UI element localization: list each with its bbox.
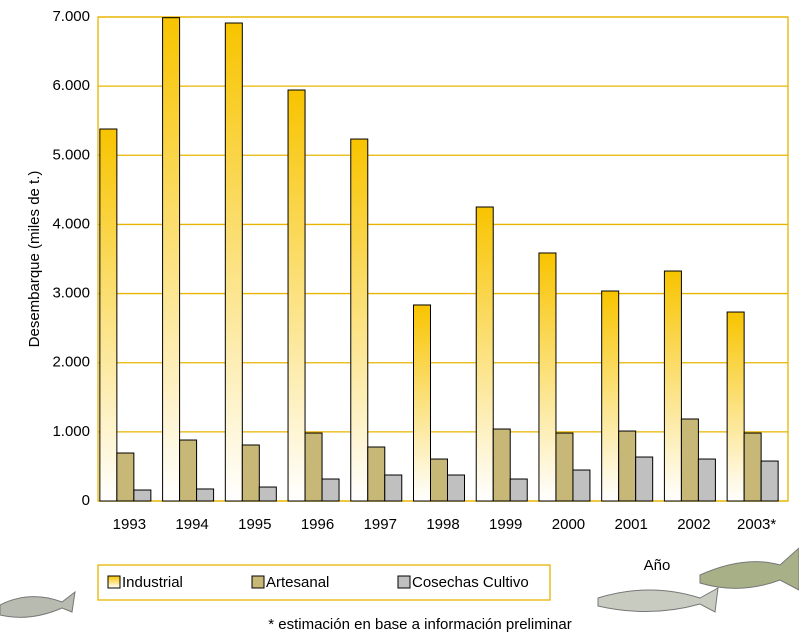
x-axis-label: Año	[644, 557, 671, 574]
x-tick-label: 1997	[364, 516, 397, 533]
bar	[258, 486, 277, 502]
bar	[663, 270, 682, 502]
bar	[680, 418, 699, 502]
legend-swatch	[251, 575, 265, 589]
y-tick-label: 4.000	[52, 215, 90, 232]
legend-swatch	[397, 575, 411, 589]
fish-decoration	[0, 547, 799, 618]
bar	[196, 488, 215, 502]
x-tick-label: 1998	[426, 516, 459, 533]
bar	[224, 22, 243, 502]
x-tick-label: 2001	[614, 516, 647, 533]
bar	[635, 456, 654, 502]
bar	[287, 89, 306, 502]
legend-label: Industrial	[122, 574, 183, 591]
y-tick-label: 3.000	[52, 285, 90, 302]
bar	[413, 304, 431, 502]
legend-box	[97, 564, 551, 601]
x-tick-label: 1994	[175, 516, 208, 533]
bar	[492, 428, 511, 502]
bar	[475, 206, 494, 502]
x-tick-label: 1999	[489, 516, 522, 533]
x-tick-label: 2002	[677, 516, 710, 533]
y-tick-label: 2.000	[52, 354, 90, 371]
y-axis-label: Desembarque (miles de t.)	[26, 171, 43, 348]
bar	[509, 478, 528, 502]
bar	[162, 17, 181, 502]
legend-swatch	[107, 575, 121, 589]
legend-label: Artesanal	[266, 574, 329, 591]
bar	[367, 446, 386, 502]
y-tick-label: 1.000	[52, 423, 90, 440]
x-tick-label: 1993	[113, 516, 146, 533]
y-tick-label: 5.000	[52, 146, 90, 163]
bar	[116, 452, 135, 502]
bar	[99, 128, 118, 502]
bar	[133, 489, 152, 502]
bar	[555, 432, 574, 502]
x-tick-label: 1996	[301, 516, 334, 533]
bar	[726, 311, 745, 502]
legend-label: Cosechas Cultivo	[412, 574, 529, 591]
bar	[601, 290, 620, 502]
bar	[321, 478, 340, 502]
bar	[743, 432, 762, 502]
bar	[447, 474, 465, 502]
bar	[384, 474, 403, 502]
bar	[618, 430, 637, 502]
footnote: * estimación en base a información preli…	[268, 616, 571, 633]
bar	[241, 444, 260, 502]
bar	[304, 432, 323, 502]
bar	[697, 458, 716, 502]
bar	[179, 439, 198, 502]
x-tick-label: 2000	[552, 516, 585, 533]
y-tick-label: 7.000	[52, 8, 90, 25]
bar	[538, 252, 557, 502]
x-tick-label: 1995	[238, 516, 271, 533]
bar	[572, 469, 591, 502]
bar	[350, 138, 369, 502]
x-tick-label: 2003*	[737, 516, 776, 533]
y-tick-label: 0	[82, 492, 90, 509]
y-tick-label: 6.000	[52, 77, 90, 94]
bar	[760, 460, 779, 502]
bar	[430, 458, 448, 502]
